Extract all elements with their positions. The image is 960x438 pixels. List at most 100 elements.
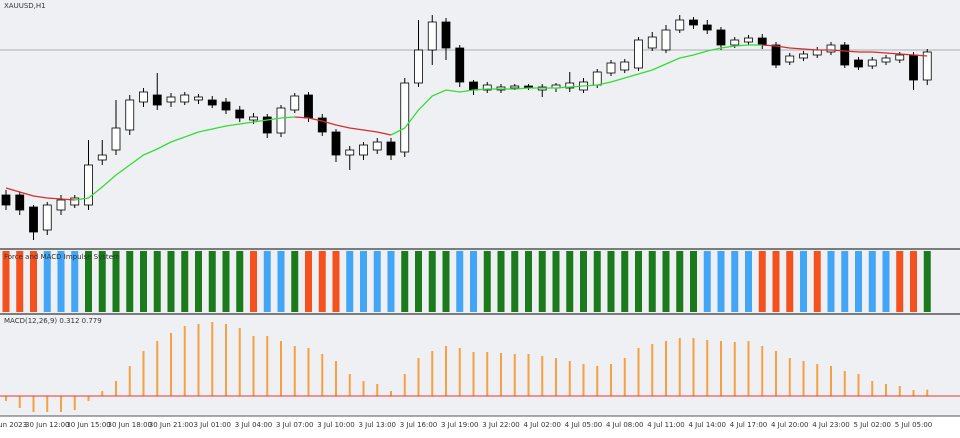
impulse-bar	[167, 251, 175, 312]
impulse-bar	[43, 251, 51, 312]
candle-body	[909, 54, 918, 81]
candle-body	[386, 141, 396, 156]
candle-body	[262, 116, 272, 134]
impulse-bar	[855, 251, 862, 312]
impulse-bar	[731, 251, 739, 312]
impulse-bar	[346, 251, 354, 312]
candle-body	[634, 39, 643, 69]
x-tick-label: 4 Jul 11:00	[647, 421, 685, 429]
impulse-bar	[635, 251, 642, 312]
candle-body	[799, 53, 808, 59]
candle-body	[180, 94, 190, 103]
candle-body	[702, 24, 712, 31]
x-tick-label: 3 Jul 04:00	[235, 421, 273, 429]
impulse-bar	[305, 251, 312, 312]
impulse-bar	[772, 251, 780, 312]
impulse-bar	[800, 251, 807, 312]
impulse-bar	[882, 251, 890, 312]
candle-body	[730, 39, 740, 46]
candle-body	[125, 99, 135, 131]
impulse-bar	[360, 251, 367, 312]
x-tick-label: 3 Jul 07:00	[276, 421, 314, 429]
impulse-bar	[2, 251, 10, 312]
moving-average	[74, 116, 295, 201]
impulse-bar	[717, 251, 725, 312]
indicator-title: MACD(12,26,9) 0.312 0.779	[4, 317, 102, 325]
candle-body	[139, 91, 148, 103]
candle-body	[716, 29, 726, 46]
x-tick-label: 30 Jun 2023	[0, 421, 27, 429]
chart-title: XAUUSD,H1	[4, 2, 46, 10]
candle-body	[1, 194, 11, 206]
impulse-bar	[30, 251, 37, 312]
candle-body	[922, 51, 932, 81]
x-tick-label: 3 Jul 01:00	[193, 421, 231, 429]
x-tick-label: 4 Jul 23:00	[812, 421, 850, 429]
impulse-bar	[85, 251, 92, 312]
impulse-bar	[923, 251, 931, 312]
candle-body	[647, 36, 657, 49]
candle-body	[372, 141, 382, 151]
impulse-bar	[758, 251, 766, 312]
candle-body	[221, 101, 231, 111]
impulse-bar	[442, 251, 450, 312]
candle-body	[331, 131, 341, 156]
candle-body	[812, 49, 822, 56]
candle-body	[854, 59, 863, 68]
impulse-bar	[112, 251, 120, 312]
x-tick-label: 4 Jul 08:00	[606, 421, 644, 429]
x-tick-label: 3 Jul 19:00	[441, 421, 479, 429]
candle-body	[111, 127, 121, 151]
impulse-bar	[552, 251, 560, 312]
candle-body	[427, 21, 437, 51]
impulse-bar	[332, 251, 340, 312]
impulse-bar	[896, 251, 904, 312]
plot-background	[0, 0, 960, 416]
impulse-bar	[703, 251, 711, 312]
candle-body	[895, 54, 905, 61]
impulse-bar	[745, 251, 752, 312]
impulse-bar	[456, 251, 464, 312]
candle-body	[56, 199, 66, 211]
moving-average	[390, 44, 763, 136]
candle-body	[881, 57, 891, 63]
impulse-bar	[511, 251, 519, 312]
impulse-bar	[525, 251, 532, 312]
candle-body	[194, 96, 203, 101]
impulse-bar	[222, 251, 230, 312]
impulse-bar	[57, 251, 65, 312]
candle-body	[441, 21, 451, 49]
candle-body	[317, 117, 327, 133]
candle-body	[785, 55, 795, 63]
candle-body	[469, 81, 478, 91]
candle-body	[744, 37, 753, 43]
x-tick-label: 4 Jul 14:00	[688, 421, 726, 429]
moving-average	[5, 187, 75, 201]
impulse-bar	[580, 251, 587, 312]
candle-body	[592, 71, 602, 86]
x-tick-label: 4 Jul 02:00	[523, 421, 561, 429]
candle-body	[620, 61, 630, 71]
candle-body	[84, 164, 93, 206]
impulse-bar	[827, 251, 835, 312]
impulse-bar	[662, 251, 670, 312]
candle-body	[510, 85, 520, 89]
x-tick-label: 3 Jul 16:00	[400, 421, 438, 429]
x-tick-label: 3 Jul 22:00	[482, 421, 520, 429]
impulse-bar	[236, 251, 244, 312]
impulse-bar	[126, 251, 134, 312]
x-tick-label: 4 Jul 20:00	[771, 421, 809, 429]
impulse-bar	[401, 251, 409, 312]
candle-body	[455, 47, 465, 83]
impulse-bar	[208, 251, 216, 312]
impulse-bar	[841, 251, 849, 312]
impulse-bar	[483, 251, 491, 312]
impulse-bar	[676, 251, 684, 312]
candle-body	[290, 95, 300, 111]
candle-body	[276, 107, 286, 134]
x-tick-label: 3 Jul 13:00	[358, 421, 396, 429]
x-tick-label: 4 Jul 17:00	[730, 421, 768, 429]
x-tick-label: 3 Jul 10:00	[317, 421, 355, 429]
impulse-bar	[868, 251, 876, 312]
